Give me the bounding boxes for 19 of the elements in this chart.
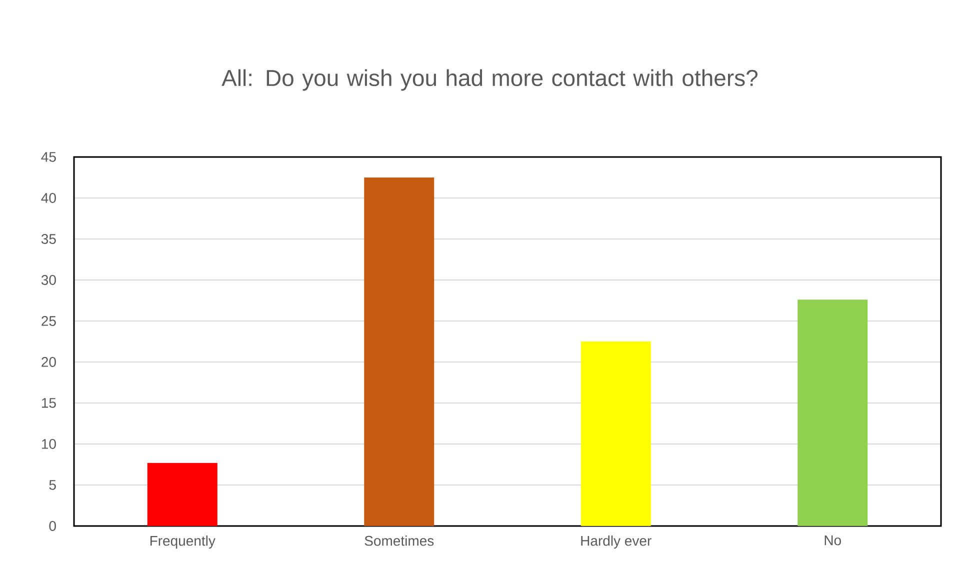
x-tick-label: Hardly ever <box>581 536 652 549</box>
x-tick-label: Sometimes <box>364 536 434 546</box>
y-tick-label: 0 <box>49 521 56 531</box>
bar <box>147 462 218 526</box>
y-tick-label: 15 <box>42 398 56 408</box>
y-tick-label: 40 <box>41 193 56 203</box>
y-tick-label: 20 <box>42 357 56 367</box>
bar <box>798 300 868 526</box>
bar <box>364 177 434 526</box>
y-tick-label: 25 <box>42 316 56 326</box>
chart-title: All: Do you wish you had more contact with others? <box>222 69 758 91</box>
y-tick-label: 30 <box>41 275 56 285</box>
y-tick-label: 35 <box>41 234 56 244</box>
y-tick-label: 5 <box>49 480 56 490</box>
bar <box>580 341 651 526</box>
x-tick-label: No <box>824 536 841 546</box>
x-tick-label: Frequently <box>150 536 216 549</box>
y-tick-label: 45 <box>41 152 56 162</box>
y-tick-label: 10 <box>42 439 56 449</box>
